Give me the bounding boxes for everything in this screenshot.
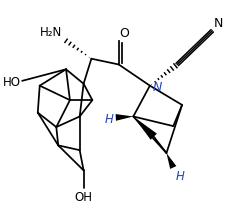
Text: N: N — [213, 17, 223, 30]
Text: H₂N: H₂N — [40, 26, 62, 39]
Polygon shape — [133, 117, 156, 140]
Text: HO: HO — [3, 76, 21, 89]
Polygon shape — [115, 114, 133, 121]
Text: N: N — [152, 81, 162, 94]
Text: OH: OH — [74, 190, 92, 203]
Polygon shape — [166, 153, 176, 169]
Text: H: H — [174, 170, 183, 183]
Text: H: H — [104, 112, 113, 125]
Text: O: O — [119, 27, 129, 40]
